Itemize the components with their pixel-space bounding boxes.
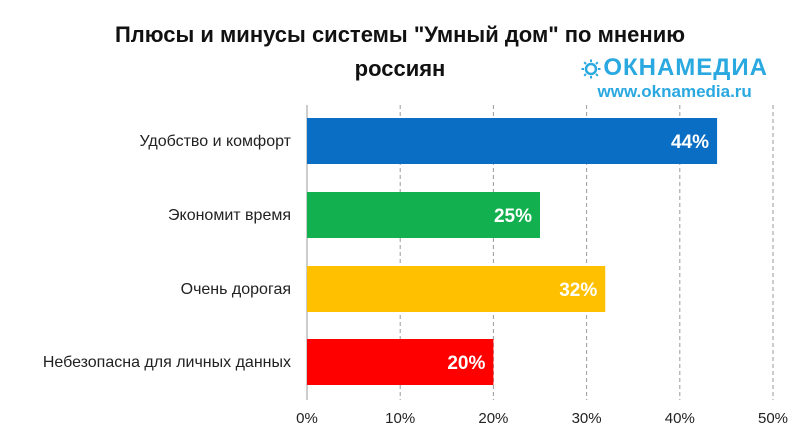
x-tick-label: 30%: [572, 410, 602, 427]
x-tick-label: 0%: [296, 410, 318, 427]
ticks-layer: 0% 10% 20% 30% 40% 50%: [296, 410, 788, 427]
watermark-logo: ОКНАМЕДИА www.oknamedia.ru: [581, 54, 768, 102]
watermark-brand-text: ОКНАМЕДИА: [603, 54, 768, 81]
bar: [307, 266, 606, 312]
chart-title: Плюсы и минусы системы "Умный дом" по мн…: [0, 18, 800, 86]
watermark-url: www.oknamedia.ru: [597, 82, 752, 101]
labels-layer: Удобство и комфорт 44% Экономит время 25% Оч…: [43, 132, 709, 374]
sun-icon: [581, 59, 601, 79]
bars-layer: [307, 118, 718, 385]
category-label: Экономит время: [168, 207, 291, 224]
bar: [307, 339, 494, 385]
x-tick-label: 40%: [665, 410, 695, 427]
watermark-brand: ОКНАМЕДИА: [581, 54, 768, 82]
x-tick-label: 10%: [385, 410, 415, 427]
category-label: Небезопасна для личных данных: [43, 354, 291, 371]
data-label: 25%: [494, 206, 532, 227]
category-label: Удобство и комфорт: [139, 133, 291, 150]
chart-title-line-2: россиян: [354, 56, 446, 81]
x-tick-label: 20%: [478, 410, 508, 427]
x-tick-label: 50%: [758, 410, 788, 427]
category-label: Очень дорогая: [181, 281, 291, 298]
bar: [307, 118, 718, 164]
data-label: 44%: [671, 132, 709, 153]
data-label: 20%: [447, 353, 485, 374]
bar: [307, 192, 540, 238]
chart-title-line-1: Плюсы и минусы системы "Умный дом" по мн…: [114, 22, 686, 47]
data-label: 32%: [559, 280, 597, 301]
